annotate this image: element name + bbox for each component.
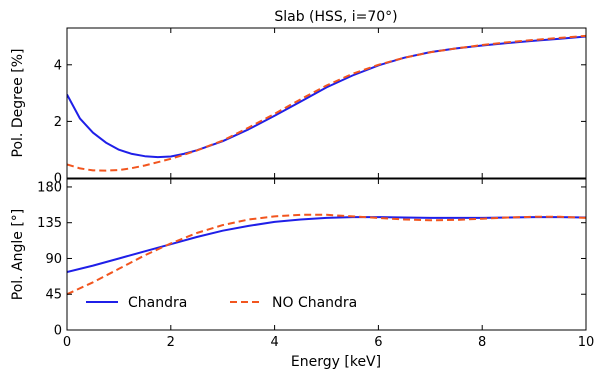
- x-tick-label: 6: [374, 335, 382, 350]
- legend-label-chandra: Chandra: [128, 295, 187, 311]
- y-tick-label: 45: [45, 288, 62, 303]
- chart-title: Slab (HSS, i=70°): [274, 9, 397, 25]
- legend: Chandra NO Chandra: [86, 295, 357, 311]
- y-tick-label: 4: [54, 58, 62, 73]
- y-tick-label: 180: [37, 180, 62, 195]
- y-tick-label: 2: [54, 115, 62, 130]
- polarization-degree-panel: 0 2 4 Pol. Degree [%]: [10, 27, 587, 187]
- series-line-no-chandra: [67, 213, 586, 296]
- series-line-chandra: [67, 216, 586, 273]
- y-axis-label: Pol. Degree [%]: [10, 49, 26, 158]
- y-tick-label: 90: [45, 252, 62, 267]
- y-tick-label: 135: [37, 216, 62, 231]
- series-line-chandra: [67, 35, 586, 159]
- y-tick-label: 0: [54, 172, 62, 187]
- y-axis-label: Pol. Angle [°]: [10, 209, 26, 301]
- x-axis-label: Energy [keV]: [291, 354, 381, 370]
- x-tick-label: 0: [63, 335, 71, 350]
- y-tick-label: 0: [54, 324, 62, 339]
- series-line-no-chandra: [67, 34, 586, 172]
- x-tick-label: 2: [167, 335, 175, 350]
- panel-frame: [66, 27, 587, 179]
- legend-label-no-chandra: NO Chandra: [272, 295, 357, 311]
- x-tick-label: 10: [578, 335, 595, 350]
- x-tick-label: 4: [270, 335, 278, 350]
- panel-frame: [66, 178, 587, 331]
- polarization-angle-panel: 0 45 90 135 180 0 2 4 6 8 10 Pol. Angle [°]: [10, 178, 595, 350]
- x-tick-label: 8: [478, 335, 486, 350]
